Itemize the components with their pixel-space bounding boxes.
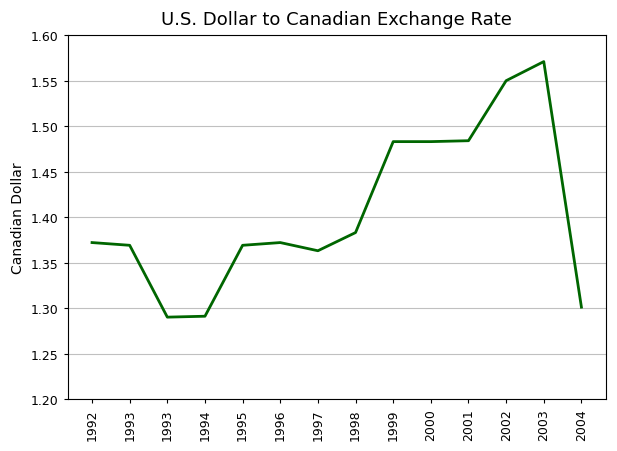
Y-axis label: Canadian Dollar: Canadian Dollar xyxy=(11,162,25,273)
Title: U.S. Dollar to Canadian Exchange Rate: U.S. Dollar to Canadian Exchange Rate xyxy=(161,11,512,29)
